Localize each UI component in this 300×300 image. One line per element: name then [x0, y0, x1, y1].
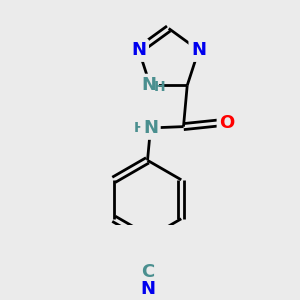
Text: N: N — [131, 41, 146, 59]
Text: N: N — [191, 41, 206, 59]
Text: N: N — [141, 76, 156, 94]
Text: O: O — [219, 114, 235, 132]
Text: C: C — [141, 263, 154, 281]
Text: N: N — [143, 119, 158, 137]
Text: N: N — [140, 280, 155, 298]
Text: H: H — [134, 121, 146, 135]
Text: H: H — [153, 80, 165, 94]
